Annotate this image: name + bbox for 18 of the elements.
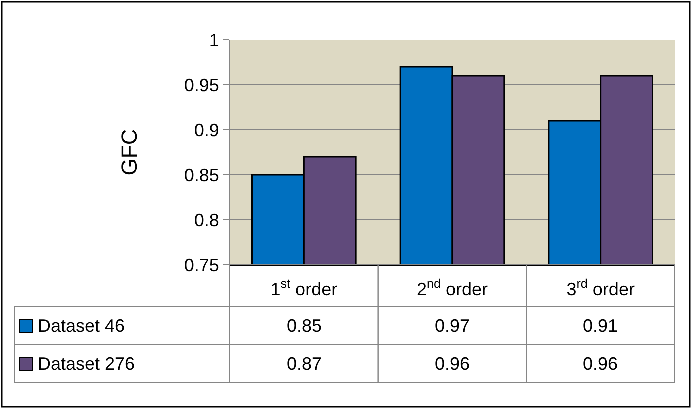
data-label: 0.96 bbox=[435, 354, 470, 374]
data-label: 0.97 bbox=[435, 316, 470, 336]
legend-label: Dataset 46 bbox=[38, 316, 126, 336]
x-tick-label: 3$^{rd}$ order bbox=[566, 277, 635, 300]
y-tick-label: 0.75 bbox=[184, 255, 220, 276]
data-label: 0.96 bbox=[583, 354, 618, 374]
data-label: 0.87 bbox=[287, 354, 322, 374]
y-tick-label: 1 bbox=[209, 30, 220, 50]
x-tick-label: 1$^{st}$ order bbox=[270, 277, 338, 300]
y-tick-label: 0.9 bbox=[194, 120, 220, 140]
y-tick-label: 0.95 bbox=[184, 75, 220, 96]
y-axis-title: GFC bbox=[117, 129, 142, 176]
y-tick-label: 0.85 bbox=[184, 165, 220, 186]
x-tick-label: 2$^{nd}$ order bbox=[416, 277, 488, 300]
data-label: 0.85 bbox=[287, 316, 322, 336]
legend-label: Dataset 276 bbox=[38, 354, 136, 374]
y-tick-label: 0.8 bbox=[194, 210, 220, 230]
data-label: 0.91 bbox=[583, 316, 618, 336]
